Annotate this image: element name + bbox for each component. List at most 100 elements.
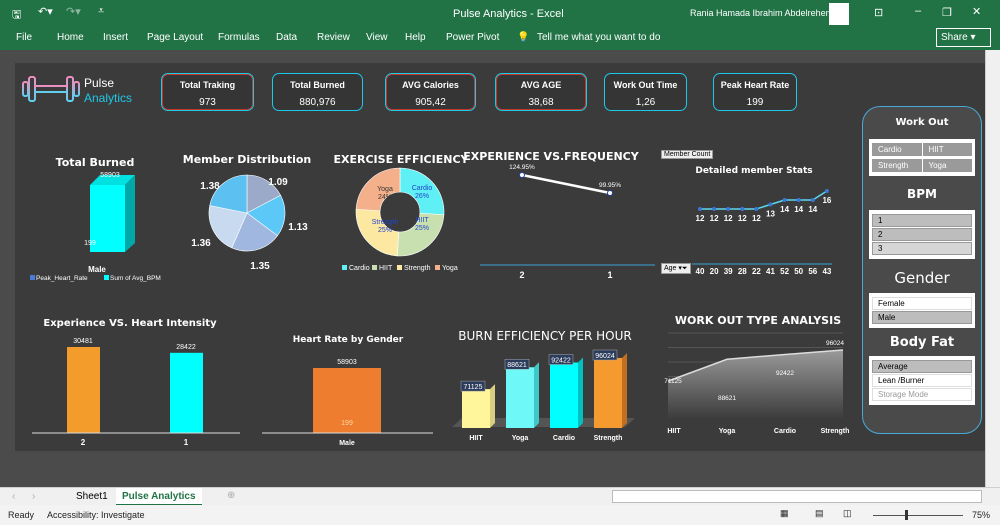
slicer-panel: Work Out Cardio HIIT Strength Yoga BPM 1… xyxy=(862,106,982,434)
age-filter-button[interactable]: Age ▾⏷ xyxy=(661,263,691,274)
slicer-item-3[interactable]: 3 xyxy=(872,242,972,255)
tab-home[interactable]: Home xyxy=(57,32,84,43)
zoom-slider-thumb[interactable] xyxy=(905,510,908,520)
chart-title-experience-frequency: EXPERIENCE VS.FREQUENCY xyxy=(463,150,639,163)
slicer-item-male[interactable]: Male xyxy=(872,311,972,324)
minimize-icon[interactable]: – xyxy=(915,5,922,17)
tab-insert[interactable]: Insert xyxy=(103,32,129,43)
kpi-value: 199 xyxy=(746,97,764,108)
x-axis-label: Yoga xyxy=(719,428,736,435)
restore-icon[interactable]: ❐ xyxy=(942,7,952,19)
series-area xyxy=(668,350,843,420)
chart-title-experience-heart: Experience VS. Heart Intensity xyxy=(43,318,217,329)
prev-sheet-icon[interactable]: ‹ xyxy=(12,491,16,502)
data-label: 96024 xyxy=(826,340,844,347)
pie-data-label: 1.09 xyxy=(268,177,288,188)
data-label: 12 xyxy=(738,214,747,223)
zoom-slider[interactable] xyxy=(873,515,963,516)
donut-percent-label: 26% xyxy=(415,193,429,200)
kpi-label: Total Burned xyxy=(290,80,345,90)
kpi-total-tracking: Total Traking 973 xyxy=(161,73,254,111)
redo-icon[interactable]: ↷▾ xyxy=(66,6,81,18)
data-point xyxy=(796,198,801,202)
close-icon[interactable]: ✕ xyxy=(972,6,982,18)
tell-me-search[interactable]: Tell me what you want to do xyxy=(537,32,661,43)
x-axis-label: Male xyxy=(339,440,355,447)
slicer-item-storage-mode[interactable]: Storage Mode xyxy=(872,388,972,401)
data-label: 12 xyxy=(710,214,719,223)
accessibility-status[interactable]: Accessibility: Investigate xyxy=(47,510,145,520)
data-label: 13 xyxy=(766,210,775,219)
new-sheet-icon[interactable]: ⊕ xyxy=(227,490,236,501)
donut-percent-label: 25% xyxy=(415,225,429,232)
window-title: Pulse Analytics - Excel xyxy=(453,8,564,20)
data-point xyxy=(754,207,759,211)
chart-title-total-burned: Total Burned xyxy=(55,156,135,169)
next-sheet-icon[interactable]: › xyxy=(32,491,36,502)
slicer-item-hiit[interactable]: HIIT xyxy=(922,143,972,156)
data-label-box xyxy=(592,349,618,361)
tab-page-layout[interactable]: Page Layout xyxy=(147,32,204,43)
slicer-item-2[interactable]: 2 xyxy=(872,228,972,241)
x-axis-label: 52 xyxy=(780,267,789,276)
data-point xyxy=(768,202,773,207)
normal-view-icon[interactable]: ▦ xyxy=(780,508,789,518)
save-icon[interactable]: 🖫 xyxy=(12,9,22,21)
kpi-value: 973 xyxy=(199,97,216,108)
avatar[interactable] xyxy=(829,3,849,25)
donut-category-label: Yoga xyxy=(377,186,393,193)
data-label: 199 xyxy=(341,420,353,427)
legend-swatch xyxy=(104,275,109,280)
data-point xyxy=(607,190,613,196)
data-label: 14 xyxy=(780,205,789,214)
tab-file[interactable]: File xyxy=(16,32,33,43)
legend-swatch xyxy=(372,265,377,270)
chart-title-exercise-efficiency: EXERCISE EFFICIENCY xyxy=(333,153,469,166)
member-distribution-slice xyxy=(246,194,286,237)
tab-help[interactable]: Help xyxy=(405,32,426,43)
tab-data[interactable]: Data xyxy=(276,32,298,43)
bar-hiit xyxy=(462,389,490,428)
kpi-total-burned: Total Burned 880,976 xyxy=(272,73,363,111)
member-count-field-button[interactable]: Member Count xyxy=(661,150,714,159)
slicer-item-lean-burner[interactable]: Lean /Burner xyxy=(872,374,972,387)
bar-yoga xyxy=(506,367,534,428)
slicer-item-average[interactable]: Average xyxy=(872,360,972,373)
tab-formulas[interactable]: Formulas xyxy=(218,32,260,43)
horizontal-scrollbar[interactable] xyxy=(612,490,982,503)
legend-label: Yoga xyxy=(442,265,458,272)
slicer-item-strength[interactable]: Strength xyxy=(872,159,922,172)
data-label-box xyxy=(504,358,530,370)
share-button[interactable]: Share ▾ xyxy=(936,28,991,47)
slicer-item-yoga[interactable]: Yoga xyxy=(922,159,972,172)
sheet-tab-pulse-analytics[interactable]: Pulse Analytics xyxy=(116,488,202,506)
customize-icon[interactable]: ⩡ xyxy=(98,5,105,17)
tab-review[interactable]: Review xyxy=(317,32,350,43)
slicer-item-cardio[interactable]: Cardio xyxy=(872,143,922,156)
sheet-tabs-bar: ‹ › Sheet1 Pulse Analytics ⊕ xyxy=(0,487,1000,506)
slicer-item-female[interactable]: Female xyxy=(872,297,972,310)
bar-side xyxy=(125,175,135,252)
data-label: 92422 xyxy=(776,370,794,377)
tab-power-pivot[interactable]: Power Pivot xyxy=(446,32,500,43)
data-label: 30481 xyxy=(73,338,93,345)
data-label: 12 xyxy=(724,214,733,223)
legend-swatch xyxy=(30,275,35,280)
undo-icon[interactable]: ↶▾ xyxy=(38,6,53,18)
pie-data-label: 1.36 xyxy=(191,238,211,249)
donut-percent-label: 25% xyxy=(378,227,392,234)
exercise-efficiency-slice xyxy=(355,167,401,212)
ribbon-tabs: File Home Insert Page Layout Formulas Da… xyxy=(0,28,1000,50)
vertical-scrollbar[interactable] xyxy=(985,50,1000,487)
data-label: 99.95% xyxy=(599,182,621,189)
page-layout-icon[interactable]: ▤ xyxy=(815,508,824,518)
data-point xyxy=(740,207,745,211)
sheet-tab-sheet1[interactable]: Sheet1 xyxy=(76,491,108,502)
ribbon-display-icon[interactable]: ⊡ xyxy=(874,7,884,19)
slicer-item-1[interactable]: 1 xyxy=(872,214,972,227)
slicer-title-bpm: BPM xyxy=(907,187,937,201)
donut-category-label: Strength xyxy=(372,219,399,226)
data-point xyxy=(810,198,815,202)
tab-view[interactable]: View xyxy=(366,32,388,43)
page-break-icon[interactable]: ◫ xyxy=(843,508,852,518)
